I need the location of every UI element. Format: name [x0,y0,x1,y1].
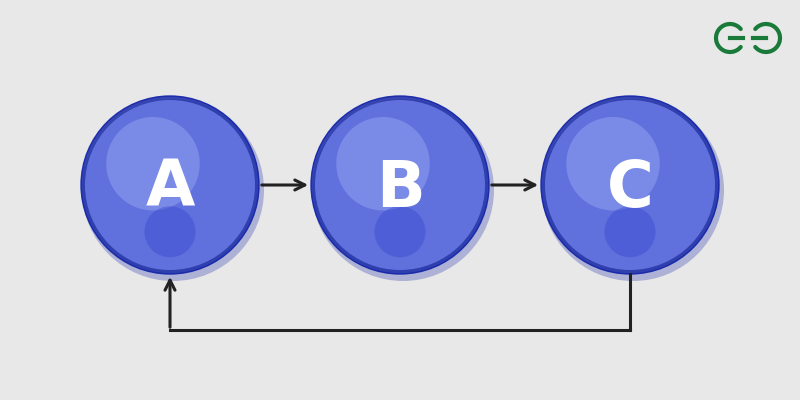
Circle shape [82,99,264,281]
Circle shape [374,206,426,257]
Circle shape [542,99,724,281]
Circle shape [311,96,489,274]
Circle shape [312,99,494,281]
Circle shape [145,206,195,257]
Circle shape [85,100,255,270]
Circle shape [541,96,719,274]
Circle shape [106,117,200,210]
Circle shape [566,117,660,210]
Circle shape [545,100,715,270]
Circle shape [336,117,430,210]
Text: A: A [146,158,194,220]
Text: C: C [606,158,654,220]
Text: B: B [376,158,424,220]
Circle shape [315,100,485,270]
Circle shape [605,206,655,257]
Circle shape [81,96,259,274]
